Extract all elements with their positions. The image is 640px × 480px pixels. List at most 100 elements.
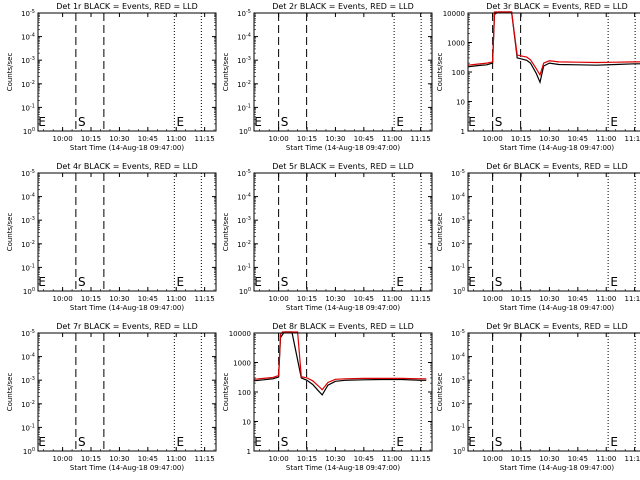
y-tick-label: 10-3 [21, 56, 35, 65]
y-tick-label: 10-4 [237, 193, 251, 202]
interval-marker-label: E [254, 435, 262, 449]
y-tick-label: 100 [23, 127, 35, 136]
y-axis-label: Counts/sec [6, 213, 14, 252]
x-tick-label: 11:15 [195, 295, 215, 303]
x-tick-label: 11:15 [411, 295, 431, 303]
x-tick-label: 10:00 [269, 295, 289, 303]
x-tick-label: 10:00 [483, 135, 503, 143]
x-axis-label: Start Time (14-Aug-18 09:47:00) [500, 144, 614, 152]
interval-marker-label: S [495, 275, 503, 289]
plot-panel-4: Det 4r BLACK = Events, RED = LLD 100 10-1 1… [6, 162, 217, 312]
x-tick-label: 10:15 [297, 455, 317, 463]
x-tick-label: 11:15 [411, 135, 431, 143]
x-tick-label: 10:30 [325, 295, 345, 303]
x-tick-label: 10:00 [53, 295, 73, 303]
interval-marker-label: E [468, 435, 476, 449]
plot-title: Det 2r BLACK = Events, RED = LLD [272, 2, 414, 11]
y-tick-label: 10-4 [21, 193, 35, 202]
y-tick-label: 10 [456, 99, 465, 107]
series-line-2 [253, 331, 427, 391]
y-tick-label: 10-1 [237, 103, 251, 112]
plot-title: Det 6r BLACK = Events, RED = LLD [486, 162, 628, 171]
x-tick-label: 11:00 [166, 455, 186, 463]
x-axis-label: Start Time (14-Aug-18 09:47:00) [70, 144, 184, 152]
interval-marker-label: E [468, 275, 476, 289]
x-axis-label: Start Time (14-Aug-18 09:47:00) [70, 304, 184, 312]
plot-panel-6: Det 6r BLACK = Events, RED = LLD 100 10-1 1… [436, 162, 640, 312]
x-axis-label: Start Time (14-Aug-18 09:47:00) [500, 464, 614, 472]
y-tick-label: 10-2 [21, 400, 35, 409]
x-tick-label: 10:00 [269, 135, 289, 143]
y-tick-label: 10-1 [451, 263, 465, 272]
x-tick-label: 11:15 [195, 455, 215, 463]
plot-title: Det 8r BLACK = Events, RED = LLD [272, 322, 414, 331]
interval-marker-label: E [177, 115, 185, 129]
y-tick-label: 10000 [443, 10, 465, 18]
y-tick-label: 10-5 [21, 329, 35, 338]
plot-panel-7: Det 7r BLACK = Events, RED = LLD 100 10-1 1… [6, 322, 217, 472]
x-axis-label: Start Time (14-Aug-18 09:47:00) [286, 464, 400, 472]
y-tick-label: 10-5 [21, 169, 35, 178]
x-tick-label: 11:00 [596, 455, 616, 463]
x-tick-label: 11:15 [625, 455, 640, 463]
plot-panel-3: Det 3r BLACK = Events, RED = LLD 1 10 100 10… [436, 2, 640, 152]
x-tick-label: 10:45 [138, 135, 158, 143]
interval-marker-label: S [495, 115, 503, 129]
x-tick-label: 11:00 [596, 135, 616, 143]
plot-frame [37, 332, 217, 452]
interval-marker-label: S [495, 435, 503, 449]
x-tick-label: 11:15 [411, 455, 431, 463]
interval-marker-label: E [396, 435, 404, 449]
interval-marker-label: E [177, 435, 185, 449]
y-axis-label: Counts/sec [222, 373, 230, 412]
x-tick-label: 10:15 [511, 455, 531, 463]
x-axis-label: Start Time (14-Aug-18 09:47:00) [286, 144, 400, 152]
x-tick-label: 10:00 [269, 455, 289, 463]
x-tick-label: 11:00 [382, 135, 402, 143]
interval-marker-label: S [281, 275, 289, 289]
x-tick-label: 10:30 [109, 295, 129, 303]
y-tick-label: 1000 [447, 40, 465, 48]
y-tick-label: 1 [461, 128, 465, 136]
x-tick-label: 10:30 [109, 135, 129, 143]
series-line-2 [467, 11, 640, 77]
y-tick-label: 10-1 [21, 263, 35, 272]
interval-marker-label: E [254, 275, 262, 289]
y-tick-label: 10-3 [21, 216, 35, 225]
plot-frame [253, 172, 433, 292]
x-tick-label: 10:15 [81, 455, 101, 463]
interval-marker-label: E [38, 115, 46, 129]
y-tick-label: 10-3 [451, 216, 465, 225]
y-tick-label: 100 [238, 389, 251, 397]
x-tick-label: 10:30 [109, 455, 129, 463]
y-tick-label: 10-5 [21, 9, 35, 18]
y-tick-label: 10-3 [21, 376, 35, 385]
plot-frame [467, 332, 640, 452]
y-tick-label: 10-2 [451, 240, 465, 249]
x-tick-label: 10:15 [511, 295, 531, 303]
plot-frame [253, 332, 433, 452]
x-tick-label: 10:30 [539, 295, 559, 303]
x-tick-label: 10:15 [511, 135, 531, 143]
y-tick-label: 100 [239, 127, 251, 136]
y-tick-label: 1 [247, 448, 251, 456]
x-tick-label: 11:15 [625, 135, 640, 143]
y-tick-label: 10000 [229, 330, 251, 338]
plot-frame [467, 172, 640, 292]
y-tick-label: 10-3 [451, 376, 465, 385]
interval-marker-label: S [78, 435, 86, 449]
interval-marker-label: E [610, 115, 618, 129]
interval-marker-label: E [38, 275, 46, 289]
y-tick-label: 10-4 [21, 33, 35, 42]
plot-frame [467, 12, 640, 132]
interval-marker-label: E [396, 115, 404, 129]
plot-panel-2: Det 2r BLACK = Events, RED = LLD 100 10-1 1… [222, 2, 433, 152]
interval-marker-label: E [468, 115, 476, 129]
x-tick-label: 10:30 [325, 135, 345, 143]
plot-panel-9: Det 9r BLACK = Events, RED = LLD 100 10-1 1… [436, 322, 640, 472]
interval-marker-label: E [254, 115, 262, 129]
y-tick-label: 10-5 [237, 9, 251, 18]
y-axis-label: Counts/sec [222, 53, 230, 92]
y-axis-label: Counts/sec [436, 373, 444, 412]
